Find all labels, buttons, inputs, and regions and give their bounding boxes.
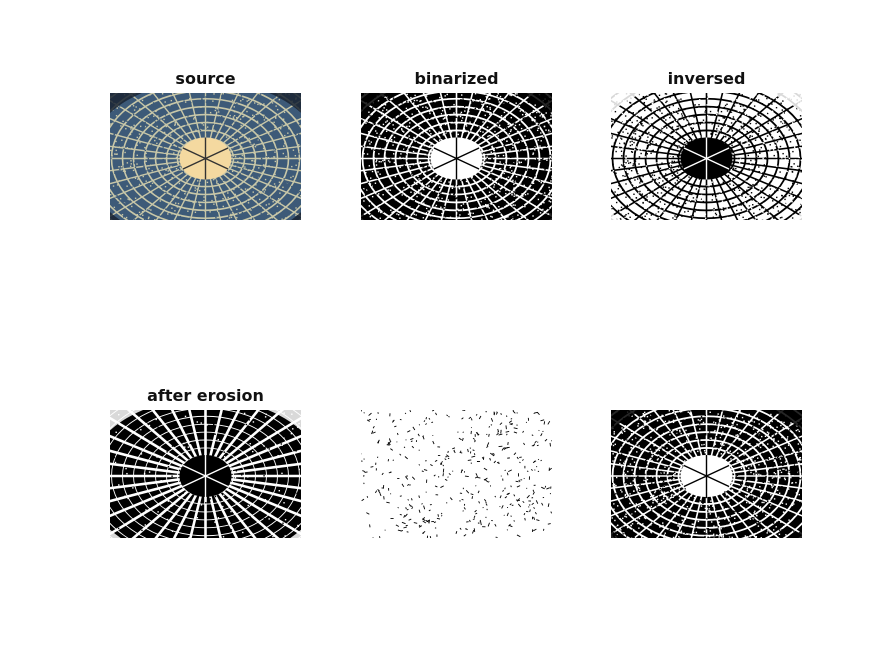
dome-image-result [611, 410, 802, 538]
panel-source: source [110, 69, 301, 220]
dome-image-inversed [611, 93, 802, 220]
dome-image-binarized [361, 93, 552, 220]
panel-title-source: source [175, 69, 236, 88]
dome-image-difference [361, 410, 552, 538]
dome-image-source [110, 93, 301, 220]
panel-difference [361, 410, 552, 538]
panel-title-binarized: binarized [414, 69, 499, 88]
panel-title-after-erosion: after erosion [147, 386, 264, 405]
panel-binarized: binarized [361, 69, 552, 220]
dome-image-after-erosion [110, 410, 301, 538]
panel-inversed: inversed [611, 69, 802, 220]
panel-result [611, 410, 802, 538]
panel-title-inversed: inversed [667, 69, 746, 88]
panel-after-erosion: after erosion [110, 386, 301, 538]
